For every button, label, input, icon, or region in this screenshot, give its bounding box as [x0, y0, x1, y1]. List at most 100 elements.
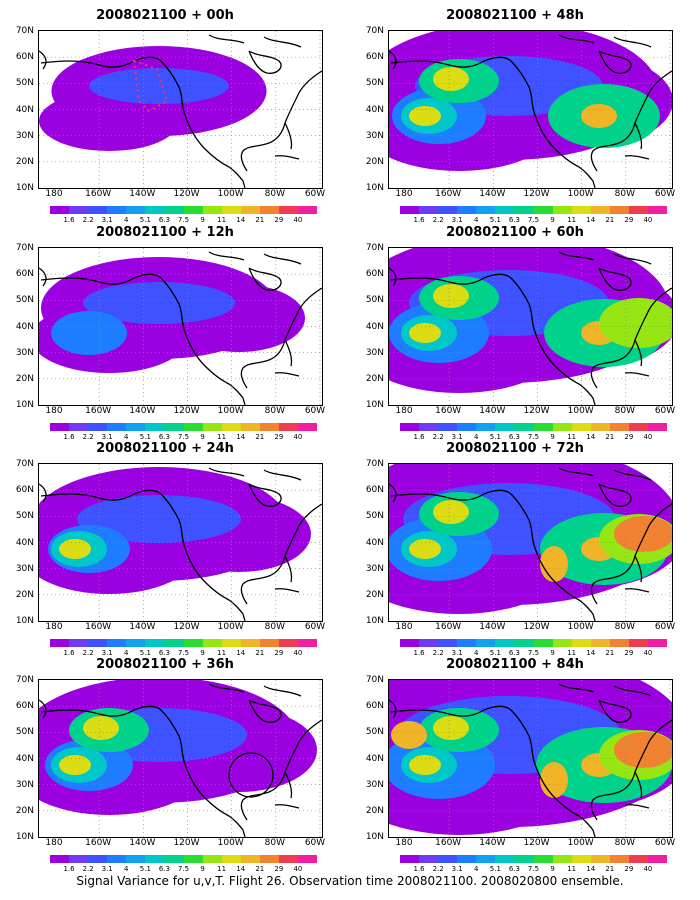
variance-contour-fill: [59, 755, 91, 775]
color-legend-label: 11: [567, 216, 577, 224]
coastline: [240, 70, 322, 172]
color-legend-swatch: [126, 639, 146, 647]
color-legend-swatch: [259, 639, 279, 647]
longitude-tick-label: 120W: [523, 622, 550, 632]
color-legend-label: 14: [236, 216, 246, 224]
coastline: [389, 483, 397, 503]
color-legend-swatch: [400, 639, 420, 647]
longitude-tick-label: 120W: [523, 838, 550, 848]
color-legend-label: 21: [255, 649, 265, 657]
coastline: [634, 555, 643, 583]
color-legend-swatch: [590, 206, 610, 214]
color-legend-swatch: [183, 206, 203, 214]
color-legend-label: 29: [624, 865, 634, 873]
color-legend-swatch: [278, 639, 299, 647]
map-canvas: [39, 680, 322, 837]
longitude-tick-label: 100W: [567, 838, 594, 848]
color-legend-label: 4: [474, 649, 479, 657]
color-legend-label: 21: [255, 433, 265, 441]
color-legend-swatch: [183, 639, 203, 647]
color-legend-swatch: [476, 423, 496, 431]
color-legend-label: 1.6: [63, 649, 75, 657]
coastline: [240, 287, 322, 389]
coastline: [40, 489, 246, 621]
variance-map: [388, 679, 673, 838]
color-legend-label: 1.6: [413, 216, 425, 224]
coastline: [389, 699, 397, 719]
color-legend-swatch: [126, 206, 146, 214]
color-legend-label: 6.3: [508, 865, 520, 873]
longitude-tick-label: 180: [395, 189, 413, 199]
panel-title: 2008021100 + 36h: [96, 657, 234, 672]
color-legend-swatch: [609, 639, 629, 647]
color-legend-swatch: [126, 423, 146, 431]
variance-contour-fill: [614, 516, 672, 552]
color-legend-label: 9: [550, 865, 555, 873]
longitude-tick-label: 80W: [264, 406, 286, 416]
color-legend-swatch: [476, 855, 496, 863]
coastline: [248, 483, 282, 507]
variance-contour-fill: [433, 284, 469, 308]
color-legend-swatch: [648, 639, 668, 647]
coastline: [390, 273, 596, 405]
map-panel: 2008021100 + 12h 70N 60N 50N 40N 30N 20N 10N 180…: [0, 225, 330, 441]
color-legend-swatch: [107, 639, 127, 647]
coastline: [284, 339, 293, 367]
color-legend-label: 11: [567, 649, 577, 657]
color-legend-swatch: [495, 855, 515, 863]
color-legend-swatch: [50, 206, 70, 214]
coastline: [274, 804, 300, 809]
color-legend-label: 11: [217, 433, 227, 441]
map-canvas: [389, 680, 672, 837]
color-legend-label: 2.2: [432, 649, 444, 657]
longitude-tick-label: 120W: [173, 622, 200, 632]
color-legend-swatch: [590, 639, 610, 647]
coastline: [248, 50, 282, 74]
panel-title: 2008021100 + 84h: [446, 657, 584, 672]
latitude-tick-label: 60N: [15, 701, 34, 712]
color-legend-label: 5.1: [489, 865, 501, 873]
color-legend-swatch: [476, 206, 496, 214]
color-legend-label: 11: [567, 865, 577, 873]
color-legend-label: 14: [586, 649, 596, 657]
longitude-tick-label: 100W: [567, 189, 594, 199]
coastline: [598, 483, 632, 507]
color-legend-label: 14: [236, 865, 246, 873]
variance-contour-fill: [77, 495, 241, 543]
color-legend-swatch: [107, 423, 127, 431]
color-legend-label: 7.5: [177, 216, 190, 224]
coastline: [208, 34, 302, 48]
color-legend-swatch: [628, 855, 649, 863]
coastline: [274, 155, 300, 160]
color-legend-swatch: [183, 855, 203, 863]
longitude-tick-label: 60W: [304, 838, 326, 848]
coastline: [248, 699, 282, 723]
latitude-tick-label: 60N: [365, 485, 384, 496]
latitude-tick-label: 40N: [365, 537, 384, 548]
color-legend-label: 3.1: [451, 433, 463, 441]
color-legend-swatch: [145, 639, 165, 647]
longitude-tick-label: 80W: [614, 406, 636, 416]
color-legend-label: 14: [586, 433, 596, 441]
map-canvas: [389, 464, 672, 621]
latitude-tick-label: 60N: [15, 269, 34, 280]
longitude-tick-label: 100W: [217, 622, 244, 632]
longitude-tick-label: 140W: [129, 622, 156, 632]
latitude-tick-label: 10N: [15, 616, 34, 626]
variance-contour-fill: [89, 68, 229, 104]
coastline: [558, 467, 652, 481]
variance-contour-fill: [409, 755, 441, 775]
latitude-tick-label: 30N: [365, 779, 384, 790]
color-legend-label: 11: [567, 433, 577, 441]
color-legend-label: 11: [217, 216, 227, 224]
map-canvas: [389, 248, 672, 405]
longitude-tick-label: 140W: [479, 838, 506, 848]
map-panel: 2008021100 + 72h 70N 60N 50N 40N 30N 20N 10N 180…: [350, 441, 680, 657]
longitude-tick-label: 80W: [614, 622, 636, 632]
color-legend-swatch: [571, 423, 591, 431]
longitude-tick-label: 100W: [217, 838, 244, 848]
color-legend-label: 14: [586, 865, 596, 873]
coastline: [598, 50, 632, 74]
coastline: [208, 467, 302, 481]
color-legend-swatch: [400, 855, 420, 863]
